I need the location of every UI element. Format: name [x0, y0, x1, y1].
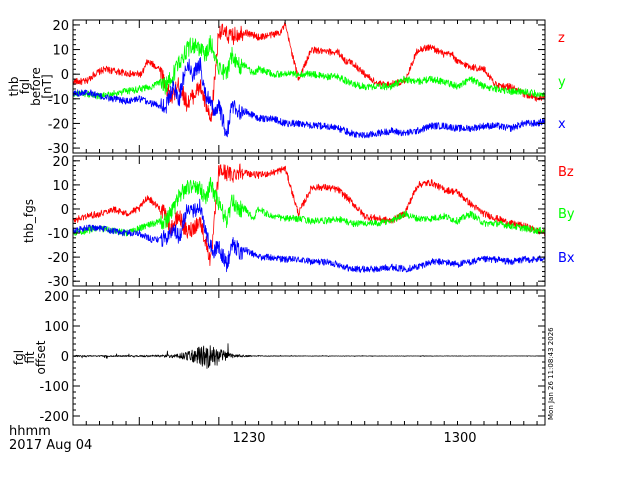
y-tick-label-1--20: -20 — [48, 251, 69, 266]
y-tick-label-2--100: -100 — [39, 380, 69, 395]
plot-frame-0 — [72, 19, 546, 154]
y-axis-label-2-2: offset — [34, 340, 48, 374]
series-line-bx-panel-1 — [72, 198, 546, 273]
y-tick-label-1-10: 10 — [52, 179, 69, 194]
y-axis-label-0-0: thb — [7, 77, 21, 97]
series-line-bz-panel-1 — [73, 163, 546, 267]
y-tick-label-2-100: 100 — [44, 320, 69, 335]
y-tick-label-0--10: -10 — [48, 93, 69, 108]
y-tick-label-0-0: 0 — [61, 68, 69, 83]
y-tick-label-0-10: 10 — [52, 44, 69, 59]
legend-label-y: y — [558, 75, 566, 90]
panel-fgs: Bz By Bx -30 -20 -10 0 10 20 thb_fgs — [22, 155, 575, 290]
legend-label-bz: Bz — [558, 165, 574, 180]
y-tick-label-2--200: -200 — [39, 410, 69, 425]
series-line-by-panel-1 — [72, 176, 546, 237]
plot-frame-1 — [72, 155, 546, 287]
y-axis-label-2-0: fgl — [12, 350, 26, 365]
x-tick-labels: 1230 1300 — [232, 431, 476, 446]
y-tick-label-0--30: -30 — [48, 142, 69, 157]
y-tick-label-1--10: -10 — [48, 227, 69, 242]
y-tick-label-0-20: 20 — [52, 19, 69, 34]
y-axis-label-0-1: fgl — [18, 79, 32, 94]
y-axis-label-1-0: thb_fgs — [22, 199, 36, 243]
series-line-z-panel-0 — [72, 21, 546, 122]
x-tick-label-1300: 1300 — [443, 431, 476, 446]
y-tick-label-1-20: 20 — [52, 155, 69, 170]
legend-label-z: z — [558, 31, 565, 46]
y-tick-label-1--30: -30 — [48, 275, 69, 290]
y-axis-label-0-3: [nT] — [40, 74, 54, 98]
x-tick-label-1230: 1230 — [232, 431, 265, 446]
series-line-offset-panel-2 — [72, 343, 546, 369]
legend-label-x: x — [558, 117, 566, 132]
legend-label-by: By — [558, 207, 575, 222]
y-tick-label-2-0: 0 — [61, 350, 69, 365]
y-tick-label-2-200: 200 — [44, 290, 69, 305]
y-tick-label-0--20: -20 — [48, 117, 69, 132]
plot-frame-2 — [72, 289, 546, 426]
footer-date: 2017 Aug 04 — [9, 438, 93, 453]
side-timestamp: Mon Jan 26 11:08:43 2026 — [547, 327, 555, 420]
footer-time-unit: hhmm — [9, 424, 51, 439]
series-line-x-panel-0 — [72, 57, 546, 139]
legend-label-bx: Bx — [558, 251, 575, 266]
y-tick-label-1-0: 0 — [61, 203, 69, 218]
y-axis-label-0-2: before — [29, 67, 43, 106]
series-line-y-panel-0 — [72, 35, 546, 100]
y-axis-label-2-1: fit — [23, 351, 37, 364]
